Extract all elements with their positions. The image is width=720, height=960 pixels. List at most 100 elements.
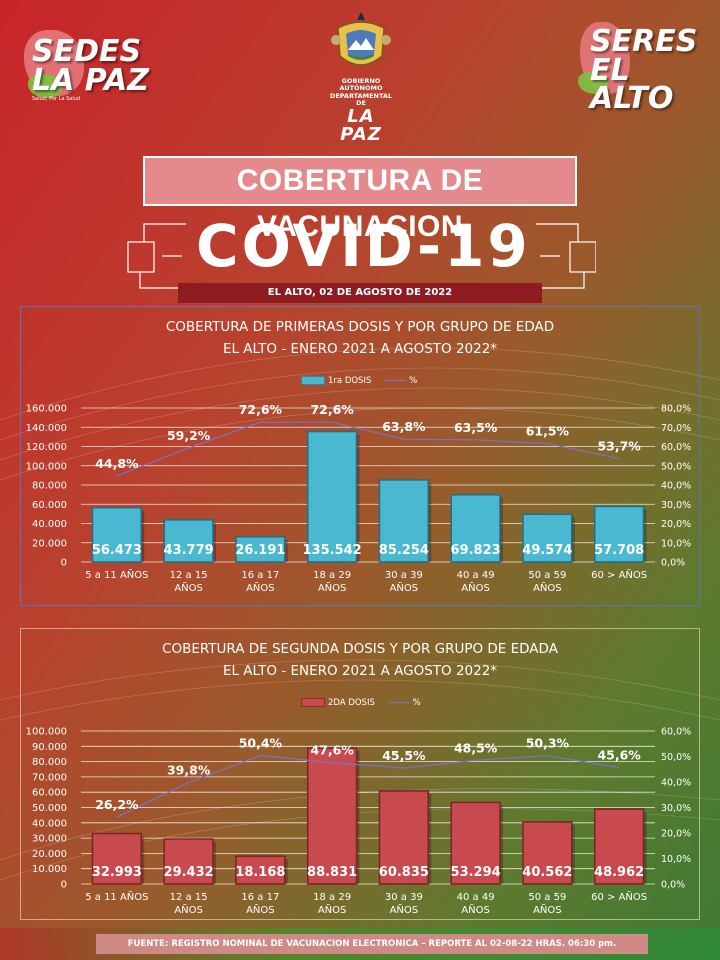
bar	[593, 808, 645, 885]
x-category-label: 16 a 17	[241, 892, 279, 903]
y-tick-label: 0	[61, 880, 67, 891]
x-category-label: 5 a 11 AÑOS	[85, 568, 148, 581]
x-category-label: 40 a 49	[457, 892, 495, 903]
x-category-label: AÑOS	[318, 903, 347, 916]
y2-tick-label: 50,0%	[661, 752, 691, 763]
y-tick-label: 30.000	[32, 834, 67, 845]
y2-tick-label: 20,0%	[661, 829, 691, 840]
pct-label: 72,6%	[310, 402, 354, 417]
x-category-label: 40 a 49	[457, 570, 495, 581]
x-category-label: 30 a 39	[385, 570, 423, 581]
y-tick-label: 20.000	[32, 538, 67, 549]
logo-left-tagline: Salud, Por La Salud	[32, 96, 81, 102]
logo-seres-el-alto: SERES EL ALTO	[590, 27, 720, 114]
x-category-label: 12 a 15	[170, 892, 208, 903]
y-tick-label: 140.000	[26, 423, 67, 434]
report-date: EL ALTO, 02 DE AGOSTO DE 2022	[178, 283, 542, 303]
y-tick-label: 20.000	[32, 849, 67, 860]
y-tick-label: 50.000	[32, 803, 67, 814]
bar-value-label: 85.254	[379, 543, 429, 558]
bar	[163, 519, 214, 563]
x-category-label: AÑOS	[174, 903, 203, 916]
legend-bar-swatch	[301, 698, 325, 707]
x-category-label: 30 a 39	[385, 892, 423, 903]
pct-label: 50,3%	[526, 736, 570, 751]
y-tick-label: 160.000	[26, 404, 67, 415]
y2-tick-label: 40,0%	[661, 481, 691, 492]
x-category-label: AÑOS	[461, 903, 490, 916]
y-tick-label: 120.000	[26, 442, 67, 453]
pct-line	[116, 754, 620, 818]
covid-19-title: COVID-19	[196, 212, 531, 280]
logo-left-line1: SEDES	[32, 34, 142, 69]
pct-label: 45,5%	[382, 748, 426, 763]
legend-line-swatch	[384, 380, 407, 381]
bar-value-label: 56.473	[92, 543, 142, 558]
bar	[91, 506, 143, 563]
pct-label: 44,8%	[95, 456, 139, 471]
y-tick-label: 40.000	[32, 519, 67, 530]
x-category-label: 50 a 59	[528, 892, 566, 903]
bar-value-label: 69.823	[451, 543, 501, 558]
x-category-label: AÑOS	[246, 903, 275, 916]
bar	[593, 505, 645, 563]
y2-tick-label: 20,0%	[661, 519, 691, 530]
y2-tick-label: 60,0%	[661, 442, 691, 453]
first-dose-chart-panel: COBERTURA DE PRIMERAS DOSIS Y POR GRUPO …	[20, 306, 700, 606]
y-tick-label: 10.000	[32, 864, 67, 875]
pct-label: 47,6%	[310, 743, 354, 758]
source-footer: FUENTE: REGISTRO NOMINAL DE VACUNACION E…	[96, 934, 648, 954]
bar-value-label: 18.168	[235, 865, 285, 880]
bar	[235, 536, 286, 563]
y-tick-label: 100.000	[26, 461, 67, 472]
pct-label: 50,4%	[239, 735, 283, 750]
bar	[522, 821, 573, 885]
pct-label: 63,5%	[454, 420, 498, 435]
crest-shield-icon	[331, 12, 391, 66]
bar-value-label: 43.779	[164, 543, 214, 558]
x-category-label: 12 a 15	[170, 570, 208, 581]
pct-label: 45,6%	[597, 748, 641, 763]
y-tick-label: 0	[61, 558, 67, 569]
bar	[163, 838, 214, 885]
logo-left-line2: LA PAZ	[32, 62, 149, 98]
bar-value-label: 48.962	[594, 865, 644, 880]
chart1-legend-line-label: %	[409, 376, 418, 386]
bar	[522, 513, 573, 563]
y2-tick-label: 60,0%	[661, 727, 691, 738]
pct-label: 39,8%	[167, 763, 211, 778]
y2-tick-label: 0,0%	[661, 558, 685, 569]
x-category-label: 18 a 29	[313, 892, 351, 903]
chart2-legend-bar-label: 2DA DOSIS	[328, 698, 375, 708]
bar-value-label: 49.574	[522, 543, 572, 558]
bar	[306, 747, 358, 885]
chart1-title-line1: COBERTURA DE PRIMERAS DOSIS Y POR GRUPO …	[165, 319, 555, 335]
bar	[450, 494, 501, 563]
y-tick-label: 70.000	[32, 772, 67, 783]
bar-value-label: 40.562	[522, 865, 572, 880]
pct-label: 26,2%	[95, 797, 139, 812]
x-category-label: 50 a 59	[528, 570, 566, 581]
bar-value-label: 53.294	[451, 865, 501, 880]
y-tick-label: 80.000	[32, 757, 67, 768]
y2-tick-label: 0,0%	[661, 880, 685, 891]
x-category-label: AÑOS	[318, 581, 347, 594]
pct-label: 53,7%	[597, 439, 641, 454]
x-category-label: 60 > AÑOS	[591, 568, 647, 581]
bar-value-label: 135.542	[303, 543, 362, 558]
legend-line-swatch	[387, 702, 410, 703]
crest-government-text: GOBIERNO AUTÓNOMO DEPARTAMENTAL DE	[329, 77, 393, 108]
x-category-label: 18 a 29	[313, 570, 351, 581]
chart2-title-line1: COBERTURA DE SEGUNDA DOSIS Y POR GRUPO D…	[162, 641, 558, 657]
y-tick-label: 60.000	[32, 500, 67, 511]
x-category-label: AÑOS	[533, 581, 562, 594]
x-category-label: AÑOS	[390, 581, 419, 594]
y2-tick-label: 50,0%	[661, 461, 691, 472]
chart1-legend-bar-label: 1ra DOSIS	[328, 376, 372, 386]
pct-label: 61,5%	[526, 424, 570, 439]
y-tick-label: 90.000	[32, 742, 67, 753]
coverage-title: COBERTURA DE VACUNACION	[143, 156, 577, 243]
bar-value-label: 57.708	[594, 543, 644, 558]
y2-tick-label: 30,0%	[661, 803, 691, 814]
pct-line	[116, 421, 620, 477]
